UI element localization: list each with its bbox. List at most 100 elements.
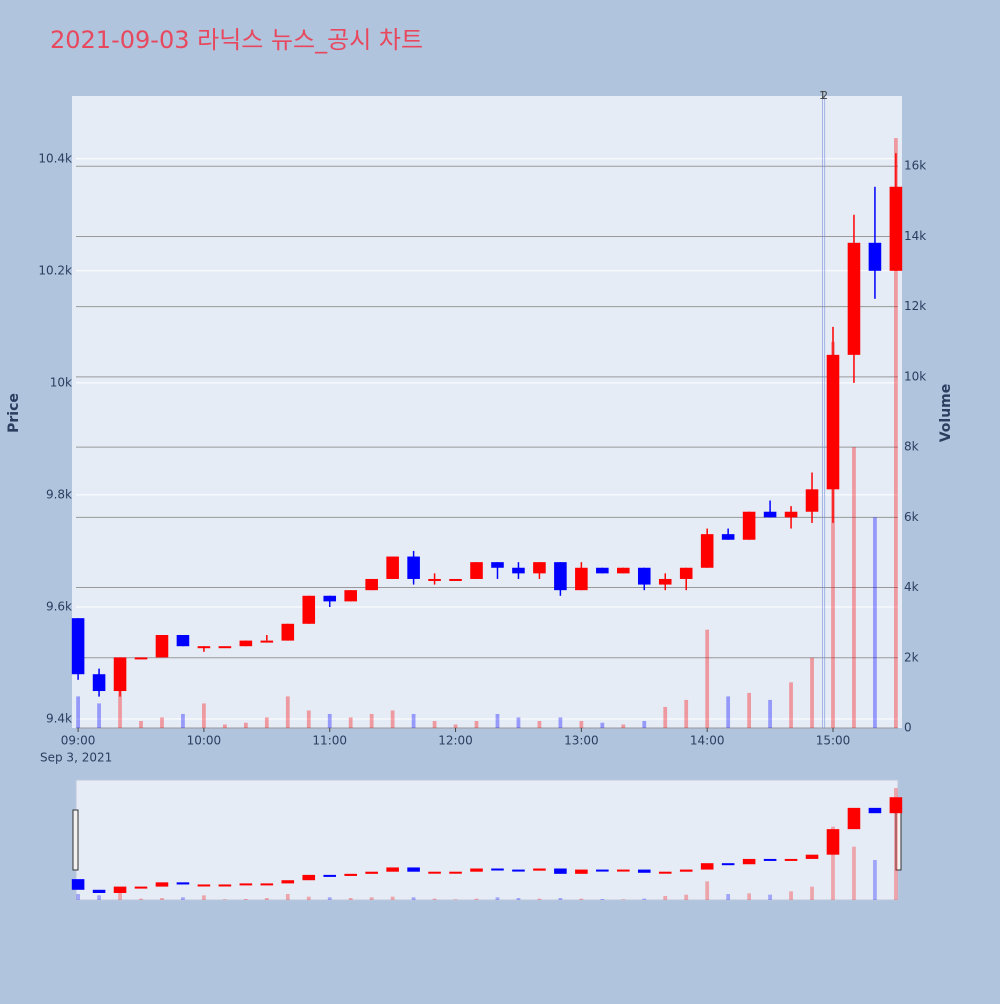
x-tick-label: 12:00 <box>438 734 473 748</box>
rangeslider-volume <box>474 898 479 900</box>
rangeslider-volume <box>852 846 856 900</box>
volume-bar <box>600 722 605 728</box>
rangeslider-candle <box>847 807 861 830</box>
rangeslider-candle <box>868 807 882 814</box>
rangeslider-volume <box>139 898 143 900</box>
rangeslider-candle <box>742 858 756 865</box>
volume-bar <box>411 713 416 728</box>
annotation: 1 <box>819 89 826 102</box>
candle-body <box>134 657 148 660</box>
rangeslider-candle <box>92 889 106 893</box>
rangeslider-candle <box>637 869 651 873</box>
volume-bar <box>852 447 856 728</box>
candle-body <box>596 567 609 574</box>
chart-title: 2021-09-03 라닉스 뉴스_공시 차트 <box>50 26 423 54</box>
rangeslider-volume <box>243 899 248 900</box>
candle-body <box>742 511 756 540</box>
candle-body <box>197 646 211 649</box>
rangeslider-candle <box>721 863 735 866</box>
rangeslider-volume <box>327 897 332 900</box>
rangeslider-volume <box>831 826 835 900</box>
candle-body <box>889 186 903 271</box>
rangeslider-candle <box>805 854 819 859</box>
candle-body <box>847 242 861 355</box>
volume-bar <box>579 720 584 728</box>
volume-bar <box>222 724 227 728</box>
rangeslider-candle <box>302 874 316 881</box>
rangeslider-volume <box>432 898 437 900</box>
candle-body <box>155 634 169 658</box>
candle-body <box>92 674 106 692</box>
candle-body <box>113 657 127 692</box>
volume-bar <box>327 713 332 728</box>
rangeslider-candle <box>176 882 190 885</box>
y-tick-label: 10.4k <box>38 151 72 165</box>
rangeslider-volume <box>663 896 668 900</box>
volume-bar <box>348 717 353 728</box>
rangeslider-volume <box>285 894 290 900</box>
x-tick-label: 15:00 <box>816 734 851 748</box>
volume-bar <box>873 517 877 728</box>
y2-tick-label: 2k <box>904 650 919 664</box>
candle-body <box>470 562 483 579</box>
y-tick-label: 9.8k <box>46 487 72 501</box>
y2-tick-label: 4k <box>904 580 919 594</box>
range-handle[interactable] <box>72 809 79 871</box>
y-tick-label: 9.6k <box>46 599 72 613</box>
volume-bar <box>810 657 814 728</box>
rangeslider-candle <box>617 869 630 872</box>
volume-bar <box>285 696 290 728</box>
volume-bar <box>621 724 626 728</box>
y2-tick-label: 6k <box>904 510 919 524</box>
x-tick-label: 09:00 <box>61 734 96 748</box>
candle-body <box>386 556 399 579</box>
rangeslider-volume <box>537 898 542 900</box>
rangeslider-candle <box>323 874 337 877</box>
volume-bar <box>474 720 479 728</box>
candle-body <box>260 640 274 643</box>
x-tick-label: 14:00 <box>690 734 725 748</box>
x-tick-label: 13:00 <box>564 734 599 748</box>
rangeslider-volume <box>369 897 374 900</box>
rangeslider-candle <box>386 867 399 872</box>
rangeslider-candle <box>784 858 798 861</box>
rangeslider-candle <box>491 868 504 871</box>
candle-body <box>554 562 567 591</box>
candle-body <box>302 595 316 624</box>
rangeslider-candle <box>679 869 693 872</box>
rangeslider-candle <box>428 871 441 874</box>
rangeslider-volume <box>160 898 164 900</box>
volume-bar <box>684 699 689 728</box>
candle-body <box>721 534 735 540</box>
rangeslider-candle <box>113 886 127 893</box>
candle-body <box>658 578 672 585</box>
candle-body <box>344 590 357 602</box>
volume-bar <box>789 682 793 728</box>
candle-body <box>575 567 588 591</box>
candle-body <box>323 595 337 602</box>
volume-bar <box>390 710 395 728</box>
volume-bar <box>160 717 164 728</box>
rangeslider-volume <box>97 895 101 900</box>
candle-body <box>218 646 232 649</box>
rangeslider-candle <box>239 883 253 886</box>
candle-body <box>533 562 546 574</box>
rangeslider-candle <box>71 879 85 890</box>
rangeslider-candle <box>763 858 777 861</box>
x-tick-label: 11:00 <box>312 734 347 748</box>
rangeslider-candle <box>281 880 295 884</box>
plot-area <box>72 96 902 728</box>
candle-body <box>826 354 840 490</box>
candle-body <box>71 618 85 675</box>
rangeslider-volume <box>558 898 563 900</box>
y-tick-label: 10k <box>50 375 72 389</box>
rangeslider-volume <box>390 896 395 900</box>
y2-tick-label: 14k <box>904 229 926 243</box>
rangeslider-candle <box>365 871 378 874</box>
rangeslider-candle <box>512 869 525 872</box>
rangeslider-candle <box>155 882 169 887</box>
y-axis-title: Price <box>6 393 22 433</box>
rangeslider-candle <box>700 863 714 870</box>
volume-bar <box>537 720 542 728</box>
